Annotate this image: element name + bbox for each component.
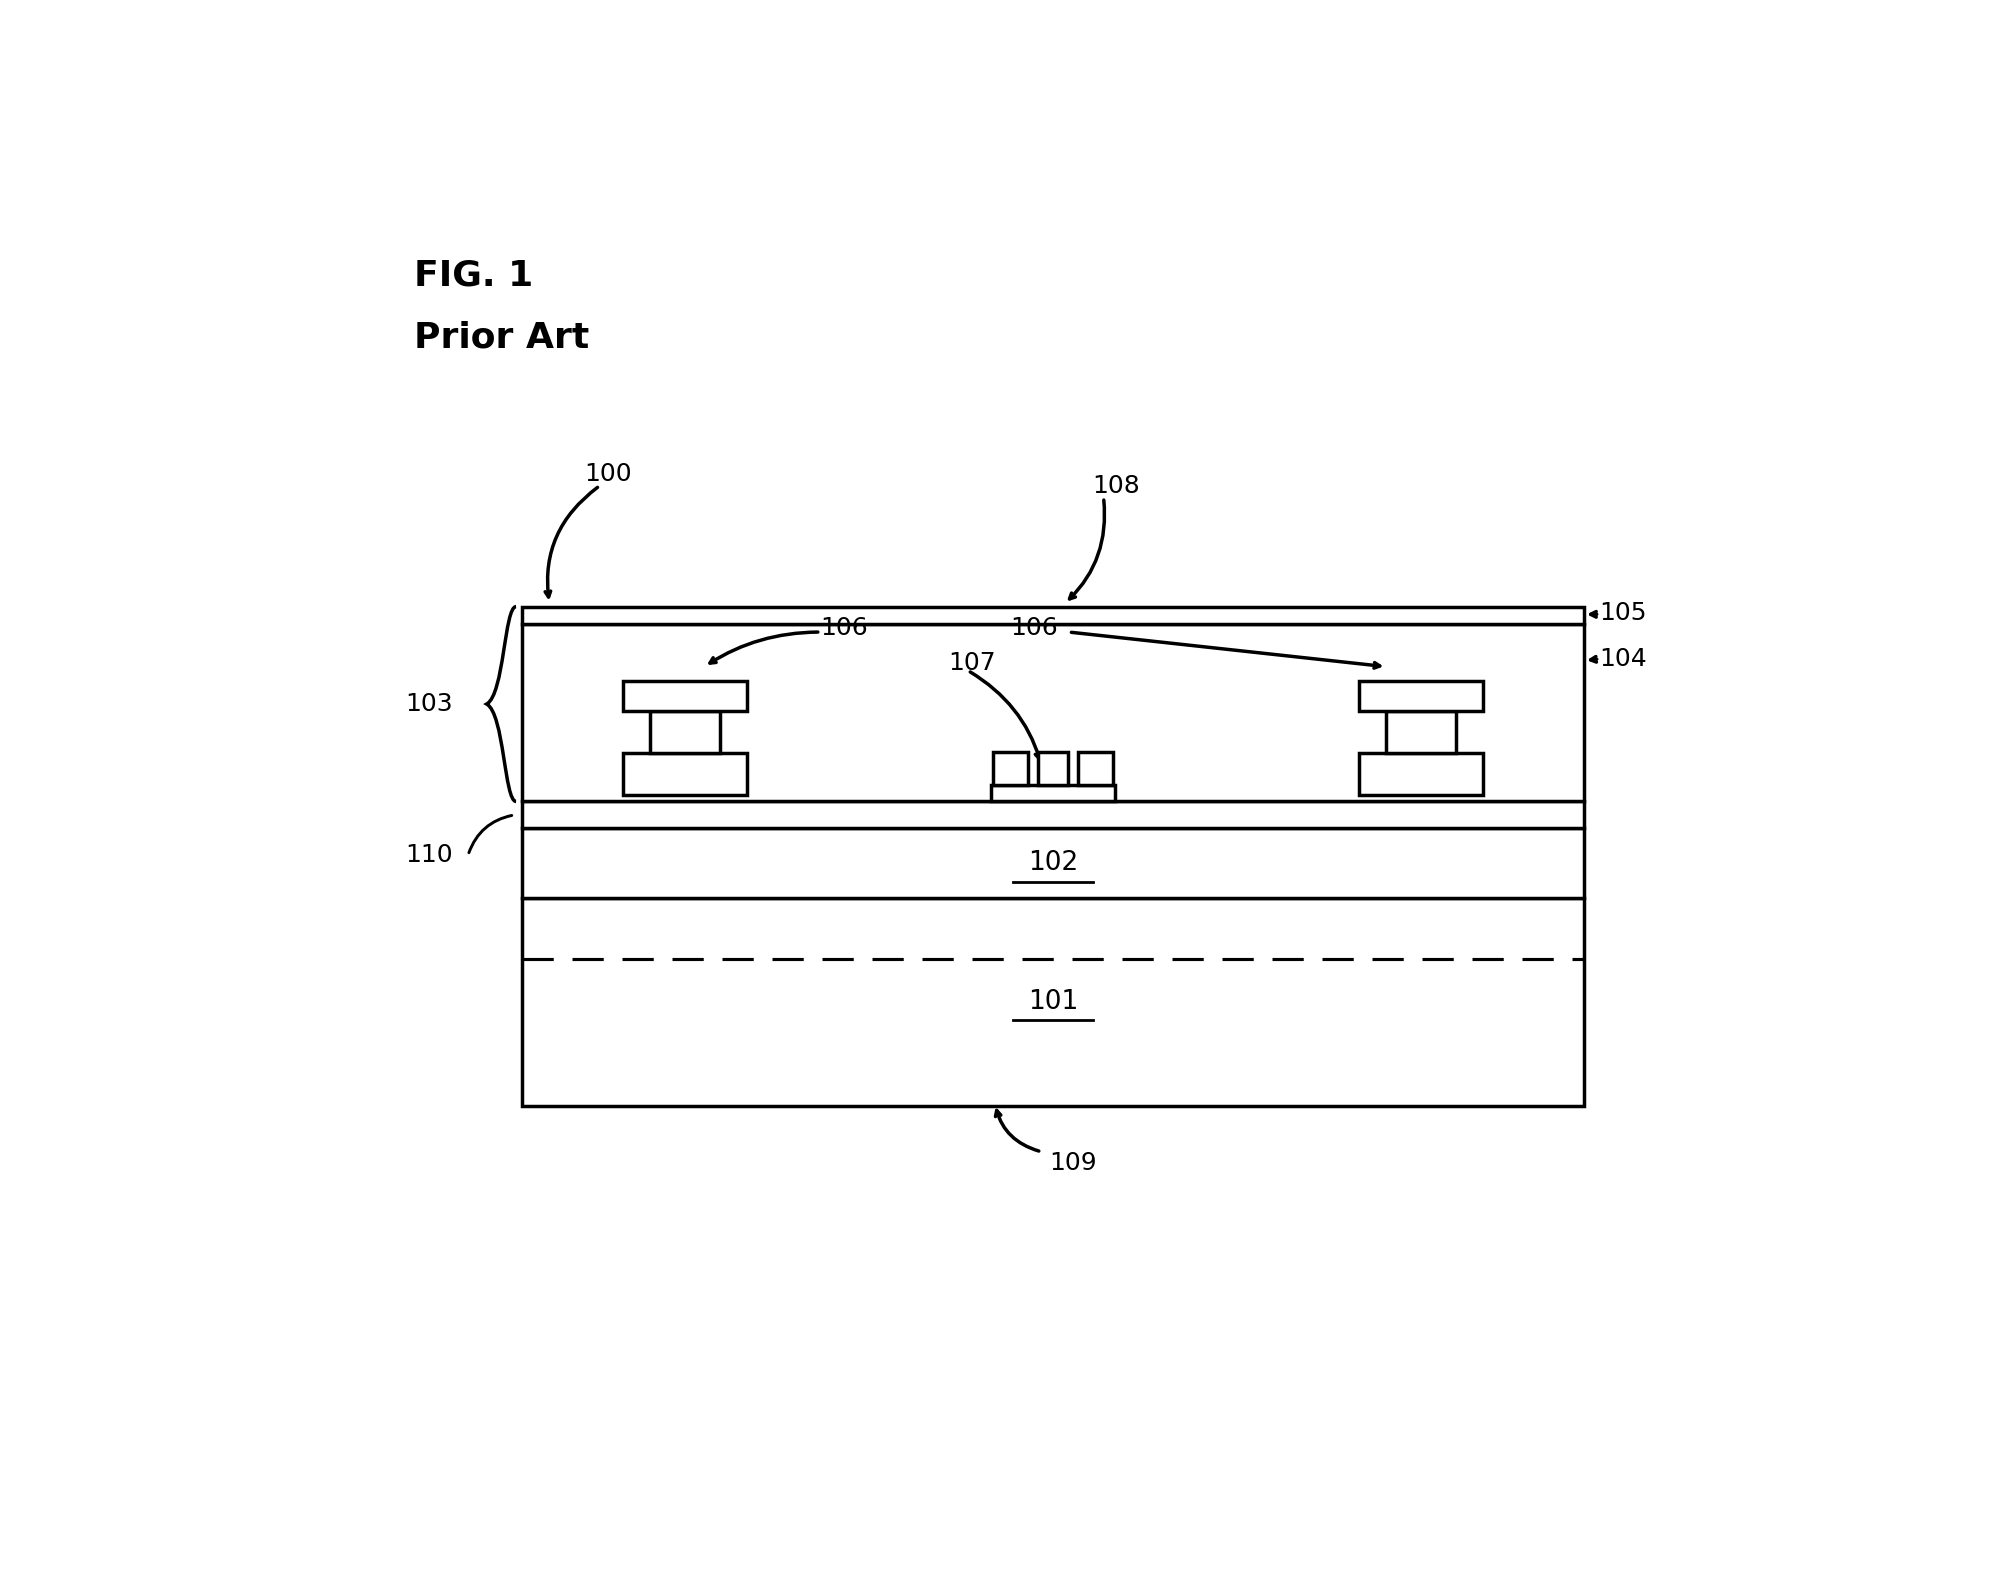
Bar (622, 682, 747, 710)
Bar (650, 710, 721, 753)
Bar (522, 801, 1584, 828)
Bar (1078, 753, 1112, 784)
Text: 105: 105 (1600, 600, 1646, 625)
Text: 104: 104 (1600, 647, 1646, 671)
Text: Prior Art: Prior Art (413, 320, 588, 353)
Text: 109: 109 (1050, 1152, 1096, 1175)
Text: 102: 102 (1028, 850, 1078, 877)
Bar (1359, 682, 1483, 710)
Bar (522, 624, 1584, 801)
Bar (991, 784, 1114, 801)
Text: 108: 108 (1092, 474, 1140, 498)
Text: 110: 110 (405, 844, 452, 867)
Text: 103: 103 (405, 693, 452, 716)
Bar (522, 606, 1584, 624)
Bar (993, 753, 1028, 784)
Bar (522, 897, 1584, 1106)
Bar (1385, 710, 1455, 753)
Bar (522, 828, 1584, 897)
Text: 107: 107 (947, 650, 995, 676)
Bar (1359, 753, 1483, 795)
Text: 106: 106 (821, 616, 867, 641)
Bar (622, 753, 747, 795)
Text: 101: 101 (1028, 988, 1078, 1015)
Text: 106: 106 (1010, 616, 1058, 641)
Text: FIG. 1: FIG. 1 (413, 259, 532, 292)
Bar (1038, 753, 1068, 784)
Text: 100: 100 (584, 462, 632, 485)
